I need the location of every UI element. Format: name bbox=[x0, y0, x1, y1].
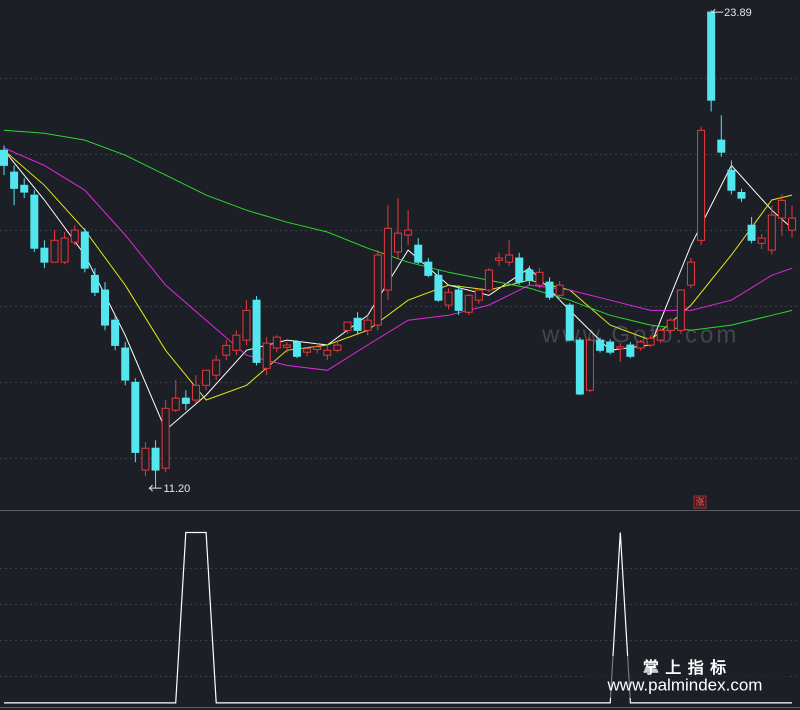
candle-body bbox=[666, 319, 675, 331]
candle-body bbox=[414, 244, 423, 263]
candle-body bbox=[212, 359, 221, 376]
candle-body bbox=[363, 319, 372, 331]
candle-body bbox=[262, 342, 271, 369]
candle-body bbox=[535, 271, 544, 286]
candle-body bbox=[272, 336, 281, 349]
candle-body bbox=[151, 447, 160, 471]
candle-body bbox=[484, 269, 493, 291]
candle-body bbox=[525, 269, 534, 281]
candle-body bbox=[181, 397, 190, 404]
arrow bbox=[148, 484, 162, 492]
footer-backdrop bbox=[584, 656, 790, 698]
candle-body bbox=[727, 169, 736, 191]
candle-body bbox=[474, 289, 483, 301]
footer-url: www.palmindex.com bbox=[607, 675, 763, 694]
candle-body bbox=[565, 304, 574, 341]
candle-body bbox=[222, 344, 231, 356]
candle-body bbox=[757, 237, 766, 244]
candle-body bbox=[191, 384, 200, 401]
candle-body bbox=[424, 261, 433, 276]
candle-body bbox=[697, 129, 706, 241]
candle-body bbox=[686, 261, 695, 286]
candle-body bbox=[676, 289, 685, 331]
candle-body bbox=[292, 341, 301, 357]
candle-body bbox=[454, 289, 463, 311]
candle-body bbox=[505, 254, 514, 263]
candle-body bbox=[90, 274, 99, 293]
candle-body bbox=[40, 247, 49, 263]
candle-body bbox=[626, 344, 635, 357]
candle-body bbox=[383, 227, 392, 291]
footer-title: 掌 上 指 标 bbox=[643, 658, 727, 677]
candle-body bbox=[616, 346, 625, 350]
candle-body bbox=[585, 339, 594, 391]
moving-average-line bbox=[3, 149, 793, 431]
candle-body bbox=[434, 274, 443, 301]
candle-body bbox=[444, 291, 453, 306]
candle-body bbox=[323, 349, 332, 356]
candle-body bbox=[404, 229, 413, 236]
candle-body bbox=[252, 299, 261, 363]
candle-body bbox=[171, 397, 180, 411]
candle-body bbox=[656, 329, 665, 341]
candle-body bbox=[737, 191, 746, 199]
candle-body bbox=[30, 194, 39, 249]
high-label: 23.89 bbox=[724, 7, 752, 19]
candle-body bbox=[464, 294, 473, 313]
candle-body bbox=[50, 239, 59, 263]
candle-body bbox=[60, 237, 69, 263]
candle-body bbox=[545, 281, 554, 298]
candle-body bbox=[788, 217, 796, 231]
candle-body bbox=[353, 317, 362, 331]
candle-body bbox=[303, 348, 312, 353]
candle-body bbox=[0, 149, 8, 166]
badge: 涨 bbox=[695, 497, 704, 507]
candle-body bbox=[596, 339, 605, 351]
indicator-line bbox=[4, 531, 792, 704]
candle-body bbox=[495, 257, 504, 261]
candle-body bbox=[20, 184, 29, 193]
badge-box bbox=[693, 495, 707, 509]
candle-body bbox=[575, 339, 584, 395]
candle-body bbox=[10, 171, 19, 189]
candle-body bbox=[767, 214, 776, 251]
candle-body bbox=[202, 369, 211, 386]
arrow bbox=[710, 8, 724, 13]
candle-body bbox=[555, 284, 564, 296]
candle-body bbox=[636, 341, 645, 349]
candle-body bbox=[394, 232, 402, 253]
candle-body bbox=[606, 341, 615, 353]
candle-body bbox=[717, 139, 726, 153]
low-label: 11.20 bbox=[164, 483, 191, 495]
candle-body bbox=[373, 254, 382, 326]
candle-body bbox=[646, 337, 655, 346]
candle-body bbox=[242, 309, 251, 341]
candle-body bbox=[747, 224, 756, 241]
candle-body bbox=[101, 289, 110, 326]
candle-body bbox=[333, 344, 342, 351]
candle-body bbox=[515, 257, 524, 283]
candle-body bbox=[313, 346, 322, 351]
candle-body bbox=[343, 321, 352, 331]
candle-body bbox=[111, 319, 120, 346]
candle-body bbox=[232, 334, 241, 351]
candle-body bbox=[707, 11, 716, 101]
candle-body bbox=[80, 231, 89, 269]
candle-body bbox=[777, 199, 786, 219]
candle-body bbox=[282, 344, 291, 348]
candle-body bbox=[161, 407, 170, 469]
candle-body bbox=[141, 447, 150, 471]
candle-body bbox=[131, 381, 140, 453]
candle-body bbox=[121, 347, 130, 381]
candle-body bbox=[70, 229, 79, 243]
